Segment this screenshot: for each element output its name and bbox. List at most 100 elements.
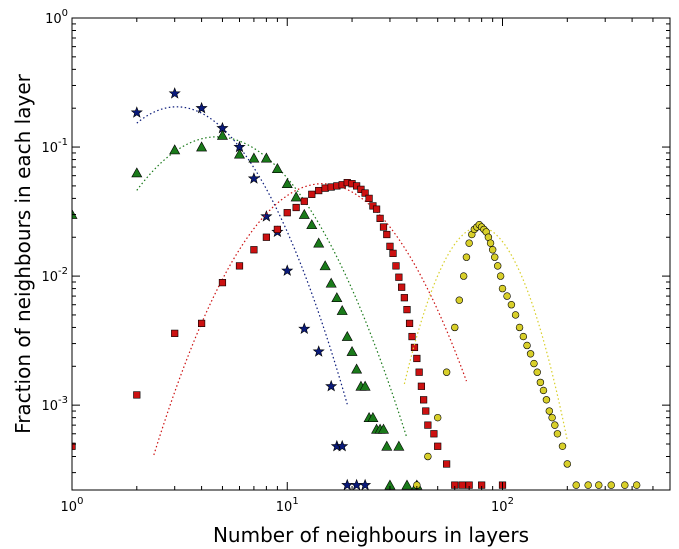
data-point-circle [548, 413, 556, 422]
data-point-circle [434, 413, 442, 422]
x-tick-label: 101 [276, 496, 299, 515]
series-star [130, 87, 372, 490]
data-point-square [398, 283, 406, 291]
data-point-circle [595, 481, 603, 489]
data-point-star [168, 87, 181, 99]
y-tick-label: 10-1 [41, 137, 68, 156]
data-point-circle [519, 332, 528, 341]
fit-curve-star [136, 106, 348, 405]
data-point-star [312, 345, 325, 357]
data-point-star [298, 322, 311, 335]
data-point-circle [563, 460, 571, 468]
data-point-triangle [346, 345, 358, 356]
data-point-square [171, 329, 179, 337]
x-tick-label-exp: 1 [292, 496, 298, 507]
data-point-triangle [377, 423, 390, 434]
data-point-circle [462, 253, 471, 261]
data-point-triangle [313, 237, 325, 248]
y-tick-label-exp: -3 [58, 395, 68, 406]
data-point-square [422, 407, 430, 415]
data-point-circle [465, 239, 473, 247]
data-point-square [361, 189, 369, 197]
data-point-triangle [290, 191, 302, 202]
data-point-triangle [72, 208, 78, 219]
data-point-square [315, 186, 323, 195]
data-point-circle [530, 359, 538, 368]
fit-curve-square [153, 183, 468, 456]
data-point-triangle [233, 148, 246, 159]
data-point-star [325, 379, 338, 392]
data-point-circle [503, 292, 511, 300]
data-point-square [273, 225, 282, 234]
data-point-square [403, 305, 411, 314]
data-point-square [424, 421, 432, 429]
data-point-star [350, 478, 363, 490]
data-point-square [235, 262, 244, 270]
data-point-triangle [401, 479, 413, 490]
y-tick-label-base: 10 [45, 12, 62, 27]
data-point-triangle [325, 277, 337, 288]
x-tick-label-exp: 0 [77, 496, 83, 507]
data-point-square [321, 184, 329, 192]
data-point-triangle [319, 260, 331, 271]
y-axis-label: Fraction of neighbours in each layer [11, 73, 35, 433]
data-point-triangle [331, 292, 343, 303]
data-point-square [389, 249, 397, 257]
data-point-square [300, 197, 308, 205]
data-point-triangle [393, 440, 405, 451]
data-point-circle [572, 481, 580, 489]
data-point-circle [545, 407, 554, 415]
x-tick-label-exp: 2 [508, 496, 514, 507]
data-point-circle [442, 368, 451, 376]
data-point-star [341, 478, 354, 490]
x-tick-label-base: 10 [491, 500, 508, 515]
data-point-square [372, 205, 381, 213]
data-point-square [283, 209, 291, 217]
data-point-circle [498, 284, 507, 293]
series-square [72, 179, 507, 489]
data-point-square [434, 442, 442, 450]
data-point-triangle [248, 152, 260, 163]
data-point-circle [539, 386, 548, 395]
data-point-square [72, 442, 76, 450]
data-point-circle [451, 323, 459, 332]
data-point-circle [491, 253, 499, 261]
series-circle [403, 221, 641, 489]
data-point-square [420, 396, 428, 404]
data-point-circle [511, 311, 520, 319]
data-point-square [133, 391, 141, 399]
plot-area [72, 87, 641, 490]
y-tick-label-base: 10 [41, 141, 58, 156]
data-point-square [250, 246, 258, 254]
data-point-circle [542, 396, 551, 404]
data-point-star [260, 210, 273, 222]
data-point-triangle [131, 167, 143, 178]
plot-frame [71, 17, 671, 491]
data-point-circle [523, 341, 531, 350]
data-point-circle [533, 368, 541, 376]
data-point-triangle [306, 219, 318, 230]
y-tick-label: 10-3 [41, 395, 68, 414]
data-point-square [379, 223, 388, 231]
data-point-star [281, 264, 294, 276]
data-point-square [413, 354, 421, 363]
data-point-triangle [196, 141, 208, 152]
data-point-circle [488, 246, 497, 254]
y-tick-label-base: 10 [41, 399, 58, 414]
data-point-circle [551, 421, 559, 429]
y-tick-label-base: 10 [41, 270, 58, 285]
data-point-circle [558, 442, 567, 450]
data-point-square [376, 214, 384, 222]
data-point-circle [536, 378, 545, 387]
data-point-triangle [381, 440, 393, 451]
data-point-triangle [351, 363, 363, 374]
fit-curve-circle [403, 226, 568, 441]
data-point-circle [486, 239, 495, 247]
data-point-square [262, 233, 270, 241]
data-point-square [392, 262, 400, 270]
data-point-square [415, 368, 423, 376]
data-point-square [405, 319, 414, 327]
data-point-star [336, 439, 349, 452]
y-tick-label-exp: -1 [58, 137, 68, 148]
